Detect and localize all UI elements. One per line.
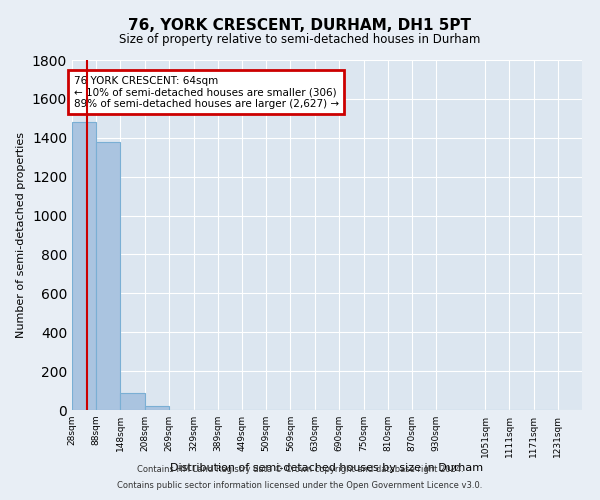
Text: Size of property relative to semi-detached houses in Durham: Size of property relative to semi-detach… <box>119 32 481 46</box>
Bar <box>145 406 169 410</box>
Text: 76, YORK CRESCENT, DURHAM, DH1 5PT: 76, YORK CRESCENT, DURHAM, DH1 5PT <box>128 18 472 32</box>
Y-axis label: Number of semi-detached properties: Number of semi-detached properties <box>16 132 26 338</box>
Bar <box>121 392 145 410</box>
Text: Contains HM Land Registry data © Crown copyright and database right 2024.: Contains HM Land Registry data © Crown c… <box>137 466 463 474</box>
Text: 76 YORK CRESCENT: 64sqm
← 10% of semi-detached houses are smaller (306)
89% of s: 76 YORK CRESCENT: 64sqm ← 10% of semi-de… <box>74 76 339 109</box>
Text: Contains public sector information licensed under the Open Government Licence v3: Contains public sector information licen… <box>118 480 482 490</box>
X-axis label: Distribution of semi-detached houses by size in Durham: Distribution of semi-detached houses by … <box>170 462 484 472</box>
Bar <box>72 122 96 410</box>
Bar <box>96 142 121 410</box>
